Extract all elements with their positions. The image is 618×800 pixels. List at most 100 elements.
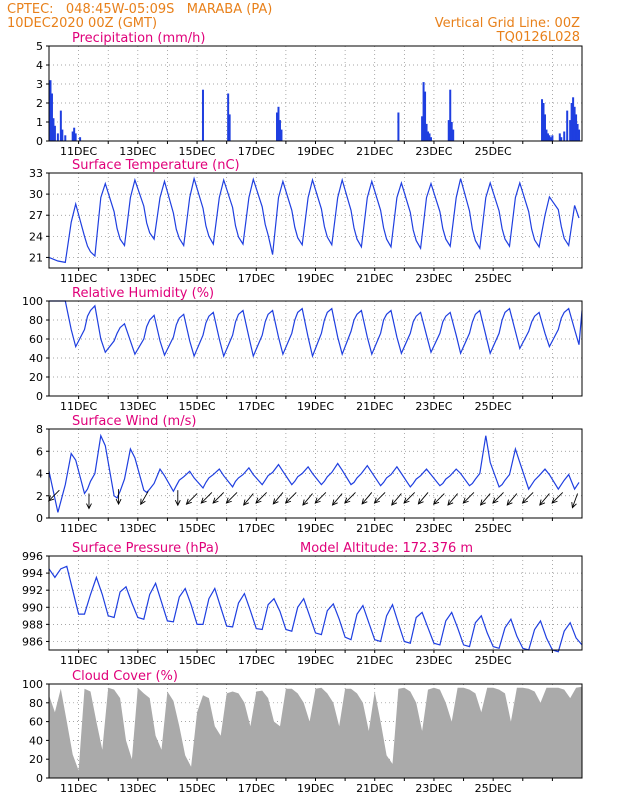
precip-bar xyxy=(560,137,563,141)
x-tick-label: 21DEC xyxy=(356,522,393,535)
wind-arrow xyxy=(272,492,284,505)
wind-arrow-head xyxy=(492,497,499,504)
wind-arrow-head xyxy=(302,499,309,506)
precip-bar xyxy=(422,82,425,141)
wind-arrow xyxy=(391,493,402,506)
wind-arrow-head xyxy=(86,503,92,510)
precip-bar xyxy=(573,106,576,141)
header-grid-note: Vertical Grid Line: 00Z xyxy=(434,16,580,31)
wind-arrow xyxy=(539,493,550,506)
x-tick-label: 15DEC xyxy=(179,272,216,285)
wind-arrow xyxy=(332,493,343,506)
precip-bar xyxy=(425,123,428,141)
y-tick-label: 20 xyxy=(29,753,43,766)
header-date: 10DEC2020 00Z (GMT) xyxy=(7,16,158,31)
panel-title: Precipitation (mm/h) xyxy=(72,31,205,46)
y-tick-label: 994 xyxy=(22,567,43,580)
y-tick-label: 0 xyxy=(36,512,43,525)
y-tick-label: 20 xyxy=(29,371,43,384)
wind-arrow xyxy=(492,492,504,504)
y-tick-label: 0 xyxy=(36,135,43,148)
precip-bar xyxy=(280,129,283,141)
precip-bar xyxy=(549,137,552,141)
precip-bar xyxy=(541,99,544,141)
precip-bar xyxy=(227,93,230,141)
wind-arrow-head xyxy=(174,499,181,507)
wind-arrow xyxy=(140,491,149,505)
precip-bar xyxy=(576,123,579,141)
x-tick-label: 21DEC xyxy=(356,272,393,285)
x-tick-label: 21DEC xyxy=(356,145,393,158)
x-tick-label: 13DEC xyxy=(119,782,156,795)
y-tick-label: 80 xyxy=(29,314,43,327)
panel-title: Surface Pressure (hPa) xyxy=(72,541,219,556)
x-tick-label: 21DEC xyxy=(356,782,393,795)
x-tick-label: 13DEC xyxy=(119,400,156,413)
x-tick-label: 11DEC xyxy=(60,145,97,158)
x-tick-label: 11DEC xyxy=(60,782,97,795)
y-tick-label: 100 xyxy=(22,295,43,308)
precip-bar xyxy=(575,114,578,141)
y-tick-label: 40 xyxy=(29,352,43,365)
precip-bar xyxy=(429,137,432,141)
y-tick-label: 3 xyxy=(36,78,43,91)
wind-arrow-head xyxy=(140,498,146,506)
precip-bar xyxy=(56,133,59,141)
x-tick-label: 23DEC xyxy=(415,522,452,535)
y-tick-label: 40 xyxy=(29,734,43,747)
x-tick-label: 17DEC xyxy=(238,782,275,795)
wind-arrow-head xyxy=(506,499,513,506)
x-tick-label: 15DEC xyxy=(179,522,216,535)
wind-arrow-head xyxy=(225,497,232,504)
x-tick-label: 19DEC xyxy=(297,400,334,413)
wind-arrow xyxy=(418,492,429,505)
y-tick-label: 988 xyxy=(22,618,43,631)
x-tick-label: 25DEC xyxy=(475,272,512,285)
x-tick-label: 15DEC xyxy=(179,654,216,667)
x-tick-label: 23DEC xyxy=(415,272,452,285)
precip-bar xyxy=(397,112,400,141)
wind-arrow-head xyxy=(200,497,207,504)
wind-arrow xyxy=(344,492,356,504)
precip-bar xyxy=(551,135,554,141)
x-tick-label: 15DEC xyxy=(179,145,216,158)
wind-arrow-head xyxy=(539,499,546,506)
x-tick-label: 25DEC xyxy=(475,654,512,667)
wind-arrow-head xyxy=(185,498,192,505)
wind-arrow-head xyxy=(462,497,469,504)
panel-title: Surface Temperature (nC) xyxy=(72,158,240,173)
precip-bar xyxy=(277,106,280,141)
y-tick-label: 0 xyxy=(36,390,43,403)
precip-bar xyxy=(449,89,452,141)
wind-arrow xyxy=(48,489,60,502)
y-tick-label: 60 xyxy=(29,716,43,729)
wind-arrow-head xyxy=(417,498,424,505)
precip-bar xyxy=(424,91,427,141)
precip-bar xyxy=(566,110,569,141)
y-tick-label: 2 xyxy=(36,97,43,110)
wind-arrow-head xyxy=(314,497,321,504)
x-tick-label: 17DEC xyxy=(238,522,275,535)
precip-bar xyxy=(52,118,55,141)
y-tick-label: 992 xyxy=(22,584,43,597)
precip-bar xyxy=(543,114,546,141)
x-tick-label: 15DEC xyxy=(179,400,216,413)
x-tick-label: 25DEC xyxy=(475,145,512,158)
precip-bar xyxy=(569,120,572,141)
y-tick-label: 996 xyxy=(22,550,43,563)
y-tick-label: 2 xyxy=(36,490,43,503)
wind-arrow xyxy=(200,492,213,504)
rh-series-line xyxy=(49,300,583,359)
wind-arrow xyxy=(255,492,267,504)
x-tick-label: 13DEC xyxy=(119,272,156,285)
wind-arrow xyxy=(480,493,491,506)
y-tick-label: 5 xyxy=(36,40,43,53)
precip-bar xyxy=(428,133,431,141)
wind-arrow xyxy=(243,493,254,506)
panel-wind: 0 2 4 6 8 11DEC 13DEC 15DEC 17DEC 19DEC 21DEC 23DEC… xyxy=(36,414,583,535)
cloud-cover-area xyxy=(49,686,582,778)
wind-arrow-head xyxy=(447,499,454,506)
wind-arrow-head xyxy=(403,497,410,504)
panel-subtitle: Model Altitude: 172.376 m xyxy=(300,541,473,556)
wind-arrow xyxy=(462,492,475,504)
